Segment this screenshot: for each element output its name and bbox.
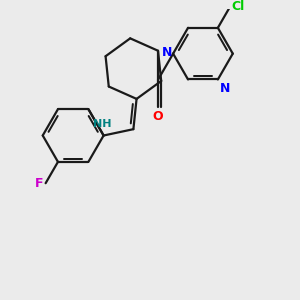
Text: NH: NH — [93, 119, 111, 129]
Text: F: F — [35, 177, 44, 190]
Text: N: N — [161, 46, 172, 59]
Text: Cl: Cl — [232, 0, 245, 13]
Text: N: N — [220, 82, 231, 95]
Text: O: O — [153, 110, 163, 123]
